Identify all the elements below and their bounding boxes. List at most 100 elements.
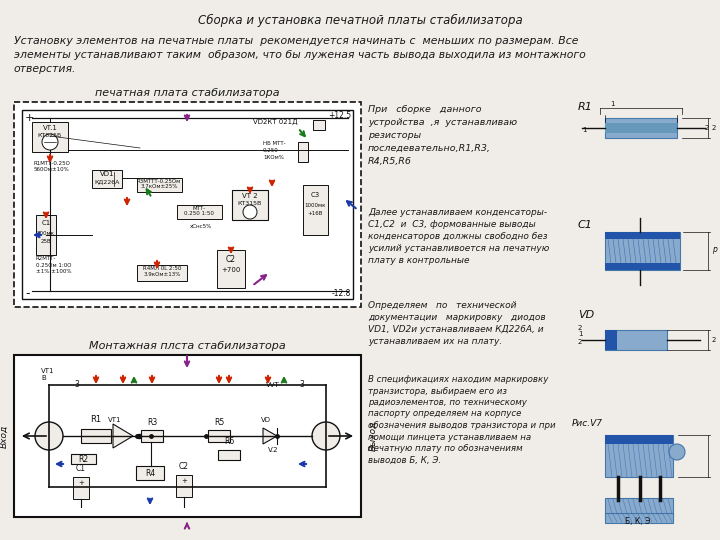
Text: 2: 2 [578,325,582,331]
Text: -12.8: -12.8 [332,289,351,299]
Bar [137,178,182,192]
Text: В: В [41,375,46,381]
Text: печатная плата стабилизатора: печатная плата стабилизатора [95,88,280,98]
Bar [313,120,325,130]
Text: 0.250 1:50: 0.250 1:50 [184,211,214,216]
Text: VT1: VT1 [41,368,55,374]
Text: НБ МТТ-: НБ МТТ- [263,141,286,146]
Text: МТТ-: МТТ- [192,206,206,211]
Bar [141,430,163,442]
Text: Далее устанавливаем конденсаторы-: Далее устанавливаем конденсаторы- [368,208,547,217]
Bar [71,454,96,464]
Text: VD: VD [578,310,594,320]
Bar [208,430,230,442]
Bar [298,142,308,162]
Bar [605,330,617,350]
Text: При   сборке   данного: При сборке данного [368,105,482,114]
Text: VT.1: VT.1 [42,125,58,131]
Text: 25В: 25В [41,239,51,244]
Circle shape [35,422,63,450]
Text: VD1, VD2и устанавливаем КД226А, и: VD1, VD2и устанавливаем КД226А, и [368,325,544,334]
Circle shape [669,444,685,460]
Text: последевательно,R1,R3,: последевательно,R1,R3, [368,144,491,153]
Text: 3: 3 [299,380,304,389]
Text: КТ315В: КТ315В [238,201,262,206]
Bar [36,215,56,255]
Text: С1: С1 [41,220,50,226]
Text: R1МТТ-0.25О: R1МТТ-0.25О [34,161,71,166]
Text: 200мк: 200мк [37,231,55,236]
Text: R6: R6 [224,437,234,446]
Text: R2: R2 [78,455,88,463]
Text: xСнс5%: xСнс5% [190,224,212,229]
Text: +700: +700 [221,267,240,273]
Text: С1: С1 [76,464,86,473]
Bar [73,477,89,499]
Text: +12.5: +12.5 [328,111,351,120]
Bar [14,355,361,517]
Text: конденсаторов должны свободно без: конденсаторов должны свободно без [368,232,547,241]
Text: С1,С2  и  С3, формованные выводы: С1,С2 и С3, формованные выводы [368,220,536,229]
Text: 1: 1 [610,101,614,107]
Bar [92,170,122,188]
Text: VD2КТ 021Д: VD2КТ 021Д [253,119,297,125]
Bar [217,250,245,288]
Text: плату в контрольные: плату в контрольные [368,256,469,265]
Bar [22,110,353,299]
Text: устанавливаем их на плату.: устанавливаем их на плату. [368,337,503,346]
Text: C1: C1 [578,220,593,230]
Text: 2: 2 [712,337,716,343]
Text: 1КОм%: 1КОм% [263,155,284,160]
Bar [605,232,680,270]
Text: 3: 3 [74,380,79,389]
Circle shape [42,134,58,150]
Bar [218,450,240,460]
Text: +16В: +16В [307,211,323,216]
Text: устройства  ,я  устанавливаю: устройства ,я устанавливаю [368,118,517,127]
Text: V.2: V.2 [268,447,279,453]
Bar [81,429,111,443]
Text: усилий устанавливоется на печатную: усилий устанавливоется на печатную [368,244,549,253]
Text: С2: С2 [179,462,189,471]
Polygon shape [263,428,277,444]
Bar [14,102,361,307]
Text: VVT: VVT [266,382,280,388]
Text: Сборка и установка печатной платы стабилизатора: Сборка и установка печатной платы стабил… [197,14,523,27]
Text: Определяем   по   технической: Определяем по технической [368,301,516,310]
Text: Установку элементов на печатные платы  рекомендуется начинать с  меньших по разм: Установку элементов на печатные платы ре… [14,36,578,46]
Bar [605,330,667,350]
Polygon shape [113,424,133,448]
Text: VT 2: VT 2 [242,193,258,199]
Bar [605,435,673,477]
Text: R2МТТ-: R2МТТ- [36,256,56,261]
Text: Рис.V7: Рис.V7 [572,419,603,428]
Text: +: + [25,113,35,123]
Text: VT1: VT1 [108,417,122,423]
Text: p: p [712,245,717,254]
Text: КТ825Б: КТ825Б [38,133,62,138]
Text: -: - [25,287,30,300]
Text: документации   маркировку   диодов: документации маркировку диодов [368,313,546,322]
Text: С3: С3 [310,192,320,198]
Text: паспорту определяем на корпусе: паспорту определяем на корпусе [368,409,521,418]
Bar [605,263,680,270]
Text: Вход: Вход [0,424,9,448]
Bar [232,190,268,220]
Text: элементы устанавливают таким  образом, что бы луженая часть вывода выходила из м: элементы устанавливают таким образом, чт… [14,50,586,60]
Text: R1: R1 [91,415,102,424]
Text: 0.25Ом 1:0О: 0.25Ом 1:0О [36,263,71,268]
Text: R4МЛ 0L 2:50: R4МЛ 0L 2:50 [143,266,181,271]
Text: R5: R5 [214,418,224,427]
Text: 0.250: 0.250 [263,148,279,153]
Text: 1000мк: 1000мк [305,203,325,208]
Bar [605,513,673,523]
Text: R4,R5,R6: R4,R5,R6 [368,157,412,166]
Bar [136,466,164,480]
Text: обозначения выводов транзистора и при: обозначения выводов транзистора и при [368,421,556,430]
Text: 3.7кОм±25%: 3.7кОм±25% [140,184,178,189]
Text: С2: С2 [226,255,236,264]
Text: 2: 2 [705,125,709,131]
Text: 2: 2 [712,125,716,131]
Text: Монтажная плста стабилизатора: Монтажная плста стабилизатора [89,341,286,351]
Bar [605,123,677,133]
